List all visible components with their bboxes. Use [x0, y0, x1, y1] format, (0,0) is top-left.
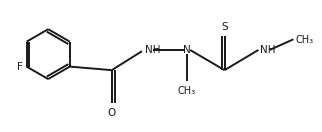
- Text: CH₃: CH₃: [296, 36, 314, 45]
- Text: CH₃: CH₃: [177, 86, 195, 96]
- Text: F: F: [17, 62, 23, 72]
- Text: NH: NH: [145, 45, 160, 55]
- Text: S: S: [221, 22, 228, 32]
- Text: NH: NH: [260, 45, 276, 55]
- Text: O: O: [108, 108, 116, 118]
- Text: N: N: [183, 45, 190, 55]
